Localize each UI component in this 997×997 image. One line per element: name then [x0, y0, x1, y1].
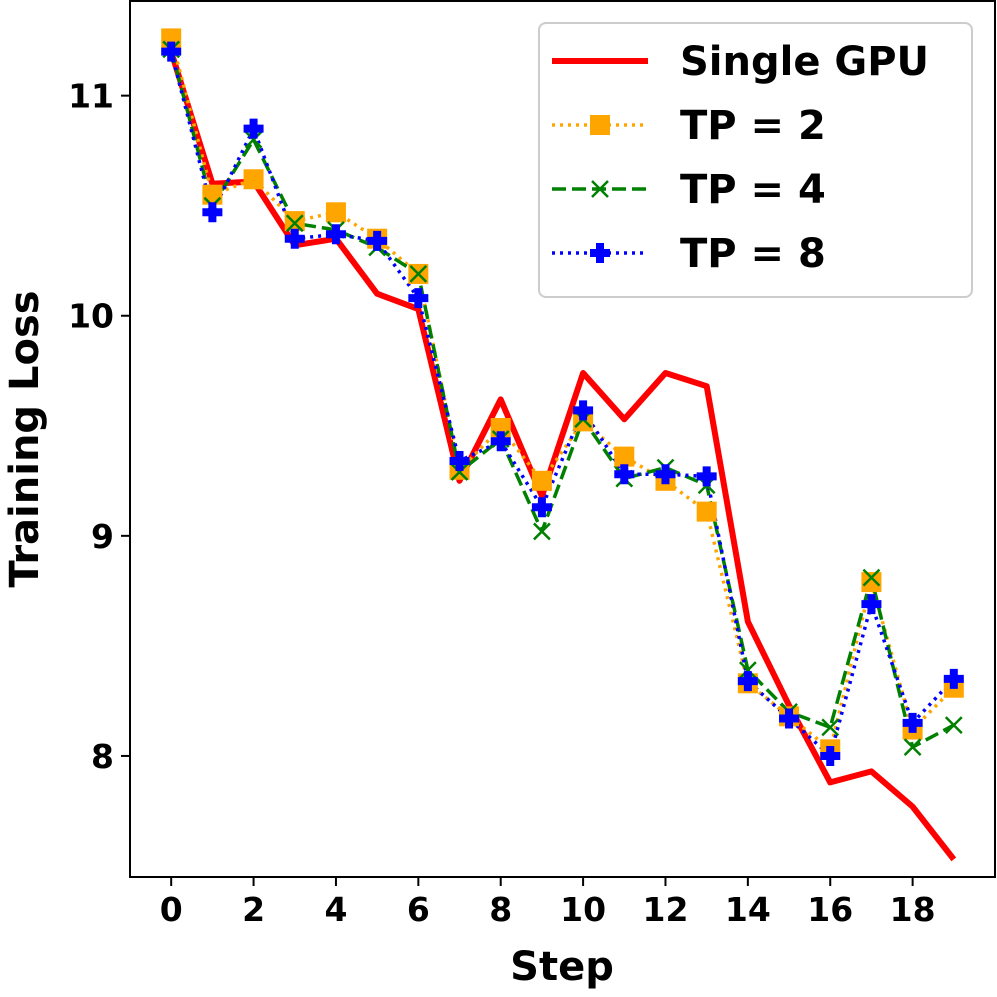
series-3-point [573, 400, 594, 421]
y-tick-label: 11 [68, 77, 114, 116]
legend-frame [538, 22, 973, 298]
series-line-0 [168, 50, 957, 862]
series-3-point [737, 671, 758, 692]
series-3-point [820, 745, 841, 766]
series-1-point [202, 184, 223, 205]
legend: Single GPU TP = 2 TP = 4 TP = 8 [538, 22, 973, 298]
legend-marker-2 [591, 180, 609, 198]
series-3-point [861, 594, 882, 615]
series-3-point [696, 466, 717, 487]
series-1-point [531, 470, 552, 491]
series-2-point [409, 265, 428, 283]
series-1-point [861, 572, 882, 593]
x-tick-label: 4 [324, 890, 347, 929]
y-tick-label: 10 [68, 297, 114, 336]
x-tick-label: 16 [807, 890, 853, 929]
legend-label-1: TP = 2 [680, 103, 826, 149]
series-2-point [533, 522, 551, 541]
x-tick-label: 12 [643, 890, 689, 929]
series-line-3 [169, 51, 956, 758]
x-axis-ticks: 0 2 4 6 8 10 12 14 16 18 [160, 877, 936, 929]
legend-marker-3 [590, 243, 610, 263]
series-3-point [325, 224, 346, 245]
series-2-point [903, 738, 922, 757]
plot-markers [161, 28, 964, 766]
series-3-point [531, 497, 552, 518]
series-2-point [450, 463, 469, 481]
x-tick-label: 10 [560, 890, 606, 929]
x-tick-label: 8 [489, 890, 512, 929]
x-tick-label: 18 [890, 890, 936, 929]
x-tick-label: 14 [725, 890, 771, 929]
legend-label-3: TP = 8 [680, 231, 826, 277]
series-1-point [614, 446, 635, 467]
series-2-point [285, 214, 304, 233]
y-tick-label: 9 [91, 517, 114, 556]
series-2-point [944, 716, 963, 735]
series-3-point [614, 464, 635, 485]
series-3-point [243, 118, 264, 139]
series-3-point [408, 288, 429, 309]
series-1-point [284, 211, 305, 232]
series-3-point [449, 451, 470, 472]
x-axis-label: Step [510, 944, 614, 990]
series-1-point [696, 501, 717, 522]
series-line-2 [169, 48, 955, 749]
series-3-point [655, 464, 676, 485]
y-axis-label: Training Loss [2, 290, 48, 587]
legend-label-0: Single GPU [680, 39, 929, 85]
series-3-point [284, 228, 305, 249]
series-3-point [779, 708, 800, 729]
series-3-point [902, 712, 923, 733]
y-axis-ticks: 8 9 10 11 [68, 77, 130, 776]
series-1-point [573, 411, 594, 432]
series-3-point [367, 230, 388, 251]
series-2-point [821, 718, 840, 737]
series-1-point [243, 169, 264, 190]
series-3-point [490, 431, 511, 452]
legend-label-2: TP = 4 [680, 167, 826, 213]
series-3-point [161, 41, 182, 62]
series-1-point [325, 202, 346, 223]
series-3-point [202, 202, 223, 223]
y-tick-label: 8 [91, 737, 114, 776]
series-2-point [244, 130, 263, 149]
x-tick-label: 2 [242, 890, 265, 929]
x-tick-label: 0 [160, 890, 183, 929]
series-2-point [738, 661, 757, 679]
series-3-point [943, 668, 964, 689]
plot-frame [129, 0, 996, 878]
legend-marker-1 [590, 115, 610, 135]
series-2-point [862, 568, 881, 587]
x-tick-label: 6 [407, 890, 430, 929]
